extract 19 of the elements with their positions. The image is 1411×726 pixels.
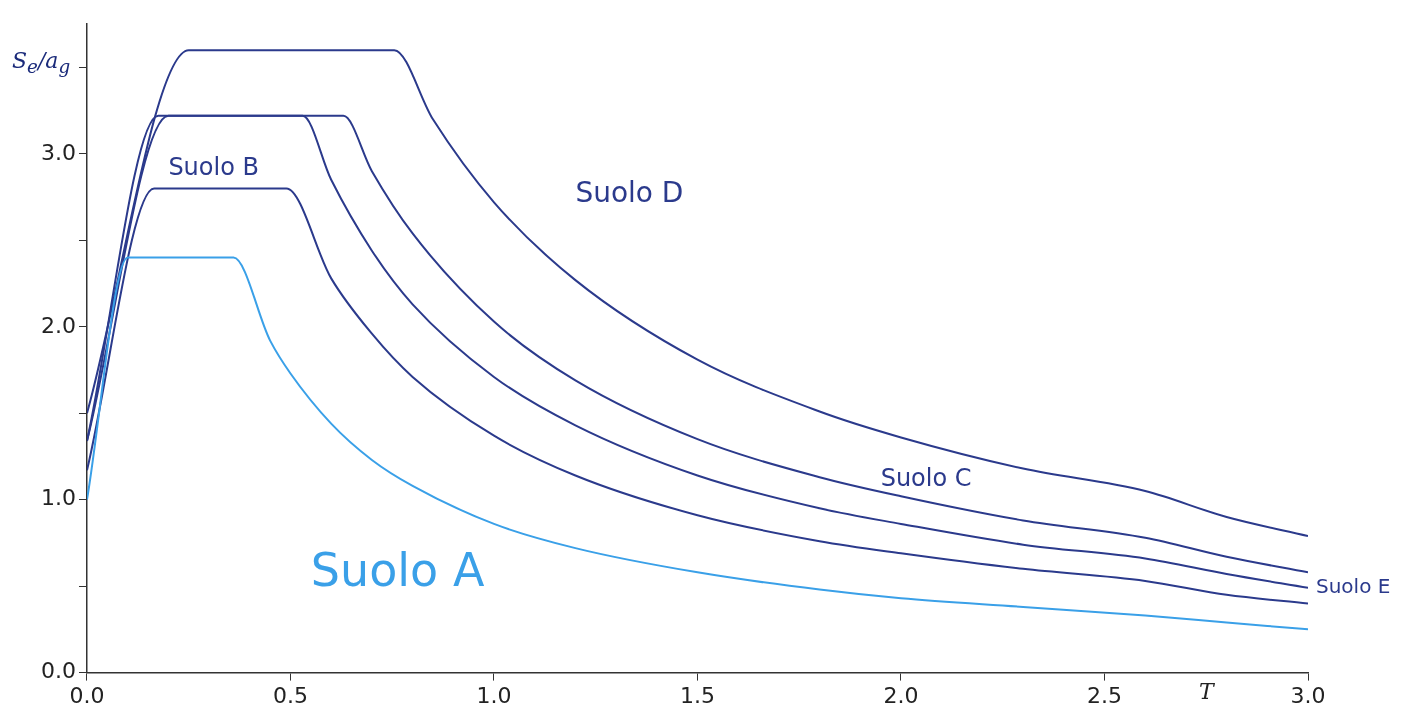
x-tick-label: 2.0 (883, 682, 919, 708)
x-tick-label: 1.0 (476, 682, 512, 708)
series-label: Suolo B (168, 152, 259, 181)
y-tick-label: 0.0 (40, 658, 76, 684)
x-tick-label: 0.5 (272, 682, 308, 708)
series-label: Suolo E (1316, 574, 1391, 599)
y-tick-label: 1.0 (40, 485, 76, 511)
x-tick-label: 0.0 (69, 682, 105, 708)
y-axis-title: S$_{e}$/a$_{g}$ (12, 48, 71, 78)
y-tick-label: 2.0 (40, 312, 76, 338)
x-tick-label: 1.5 (679, 682, 715, 708)
y-tick-label: 3.0 (40, 139, 76, 165)
line-series (86, 256, 1308, 631)
series-label: Suolo C (880, 463, 972, 492)
x-tick-label: 2.5 (1087, 682, 1122, 708)
x-axis-title: T (1198, 679, 1216, 705)
series-label: Suolo A (310, 543, 485, 598)
x-tick-label: 3.0 (1290, 682, 1326, 708)
series-label: Suolo D (575, 176, 684, 210)
